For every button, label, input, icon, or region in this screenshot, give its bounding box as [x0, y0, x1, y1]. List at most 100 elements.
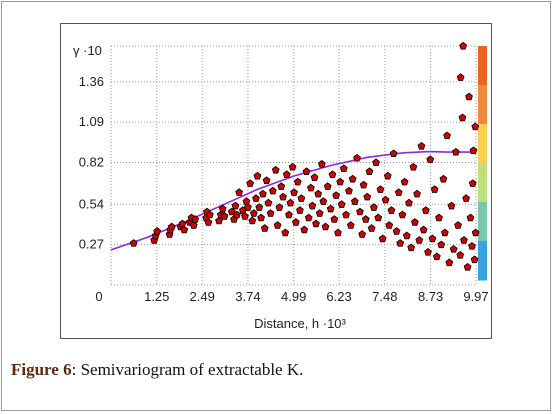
data-point	[466, 213, 475, 222]
data-point	[441, 228, 449, 237]
data-point	[235, 188, 244, 196]
data-point	[400, 177, 409, 186]
data-point	[374, 213, 383, 222]
data-point	[302, 167, 311, 175]
data-point	[315, 209, 324, 217]
data-point	[255, 203, 264, 211]
data-point	[282, 170, 291, 178]
data-point	[402, 231, 411, 240]
data-point	[300, 225, 309, 234]
data-point	[367, 224, 376, 232]
grid-lines	[110, 45, 477, 286]
data-point	[244, 203, 252, 211]
data-point	[387, 206, 396, 214]
data-point	[292, 218, 300, 226]
data-point	[268, 186, 277, 195]
data-point	[430, 185, 439, 193]
data-point	[336, 177, 345, 186]
y-tick-labels: 0.27 0.54 0.82 1.09 1.36	[79, 74, 104, 252]
data-point	[310, 173, 319, 181]
x-tick-label: 3.74	[235, 289, 260, 304]
data-point	[252, 194, 260, 202]
data-point	[273, 221, 282, 229]
data-point	[204, 218, 213, 226]
data-point	[463, 262, 472, 271]
data-point	[381, 195, 390, 204]
data-point	[260, 224, 269, 232]
data-point	[468, 242, 476, 250]
data-point	[443, 131, 451, 140]
data-point	[459, 41, 468, 50]
y-axis-label: γ ·10	[73, 43, 102, 58]
x-axis-label: Distance, h ·10³	[254, 316, 346, 331]
data-point	[328, 170, 337, 178]
data-point	[447, 201, 456, 210]
data-point	[241, 212, 249, 220]
data-point	[312, 219, 320, 228]
data-point	[361, 215, 370, 223]
data-point	[462, 194, 470, 202]
data-point	[249, 209, 258, 217]
data-point	[318, 159, 326, 168]
data-point	[339, 164, 348, 172]
data-point	[470, 255, 479, 264]
data-point	[409, 162, 418, 171]
color-scale	[478, 46, 487, 281]
data-point	[275, 203, 284, 211]
data-point	[279, 192, 287, 201]
data-point	[227, 207, 236, 216]
data-point	[180, 225, 189, 234]
data-point	[314, 189, 323, 198]
data-point	[271, 165, 280, 174]
data-point	[396, 239, 405, 247]
data-point	[253, 171, 262, 180]
data-point	[290, 188, 298, 196]
data-point	[319, 197, 328, 205]
data-point	[346, 221, 355, 229]
y-tick-label: 1.09	[79, 114, 104, 129]
data-point	[372, 158, 380, 167]
data-point	[304, 213, 313, 222]
data-point	[215, 216, 223, 225]
data-point	[394, 188, 403, 196]
data-point	[378, 234, 387, 243]
data-point	[345, 186, 353, 195]
data-point	[426, 155, 435, 164]
data-point	[445, 258, 454, 267]
data-point	[297, 194, 306, 202]
data-point	[277, 182, 286, 190]
data-point	[389, 149, 398, 158]
data-point	[308, 201, 317, 210]
color-scale-segment	[478, 163, 487, 203]
data-point	[281, 228, 290, 237]
data-point	[363, 192, 372, 201]
semivariogram-chart: 0 1.25 2.49 3.74 4.99 6.23 7.48 8.73 9.97 0.270.…	[73, 41, 489, 331]
data-point	[383, 171, 392, 180]
data-point	[471, 228, 480, 237]
data-point	[415, 236, 424, 244]
data-point	[323, 182, 332, 190]
data-point	[471, 122, 480, 131]
data-point	[369, 203, 378, 211]
data-point	[417, 141, 426, 150]
data-point	[428, 234, 437, 243]
data-point	[167, 222, 176, 231]
chart-frame	[60, 23, 492, 339]
data-point	[262, 176, 271, 184]
data-point	[451, 147, 460, 156]
data-point	[456, 73, 465, 81]
data-point	[424, 248, 432, 256]
data-point	[248, 216, 257, 225]
data-point	[330, 215, 339, 223]
data-point	[332, 191, 341, 199]
data-point	[348, 174, 357, 183]
data-points	[129, 41, 480, 271]
data-point	[358, 230, 367, 238]
figure-caption: Figure 6: Semivariogram of extractable K…	[11, 356, 541, 384]
x-tick-label: 4.99	[281, 289, 306, 304]
data-point	[259, 189, 267, 198]
data-point	[437, 240, 446, 249]
data-point	[456, 251, 465, 259]
data-point	[419, 225, 428, 234]
data-point	[257, 213, 265, 222]
